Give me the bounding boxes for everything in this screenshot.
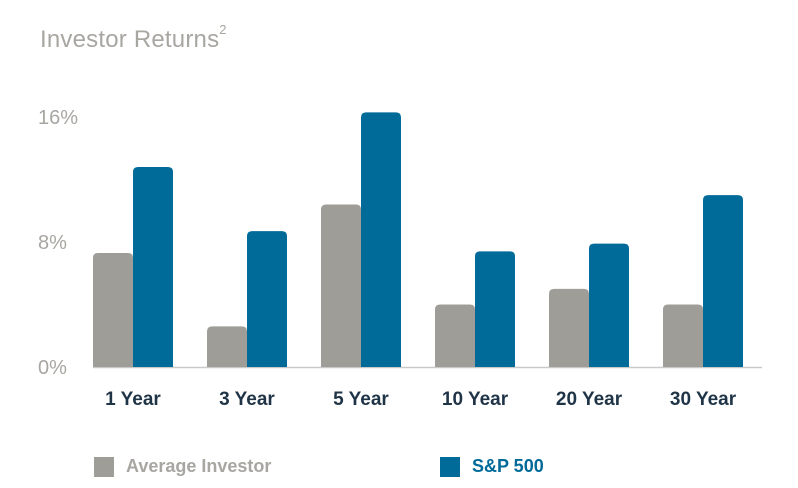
y-tick-label: 8%	[38, 232, 67, 254]
x-tick-label: 5 Year	[333, 389, 389, 410]
bar-average-investor	[207, 326, 247, 367]
bar-average-investor	[663, 304, 703, 367]
x-tick-label: 20 Year	[556, 389, 623, 410]
bar-average-investor	[435, 304, 475, 367]
title-footnote-marker: 2	[219, 22, 227, 37]
x-tick-label: 30 Year	[670, 389, 737, 410]
bar-sp500	[589, 243, 629, 367]
bar-sp500	[475, 251, 515, 367]
legend-label-average-investor: Average Investor	[126, 456, 272, 476]
legend-item-average-investor: Average Investor	[94, 456, 271, 477]
legend-swatch-sp500	[440, 456, 460, 477]
bar-sp500	[361, 112, 401, 367]
legend-label-sp500: S&P 500	[472, 456, 544, 476]
chart-title: Investor Returns2	[40, 22, 227, 53]
x-tick-label: 1 Year	[105, 389, 161, 410]
legend-swatch-average-investor	[94, 456, 114, 477]
legend-item-sp500: S&P 500	[440, 456, 544, 477]
x-tick-label: 3 Year	[219, 389, 275, 410]
bar-average-investor	[549, 288, 589, 367]
bar-sp500	[247, 231, 287, 367]
y-tick-label: 16%	[38, 107, 78, 129]
bar-sp500	[133, 167, 173, 367]
bar-sp500	[703, 195, 743, 367]
bar-average-investor	[321, 204, 361, 367]
bar-average-investor	[93, 252, 133, 367]
x-tick-label: 10 Year	[442, 389, 509, 410]
y-tick-label: 0%	[38, 357, 67, 379]
